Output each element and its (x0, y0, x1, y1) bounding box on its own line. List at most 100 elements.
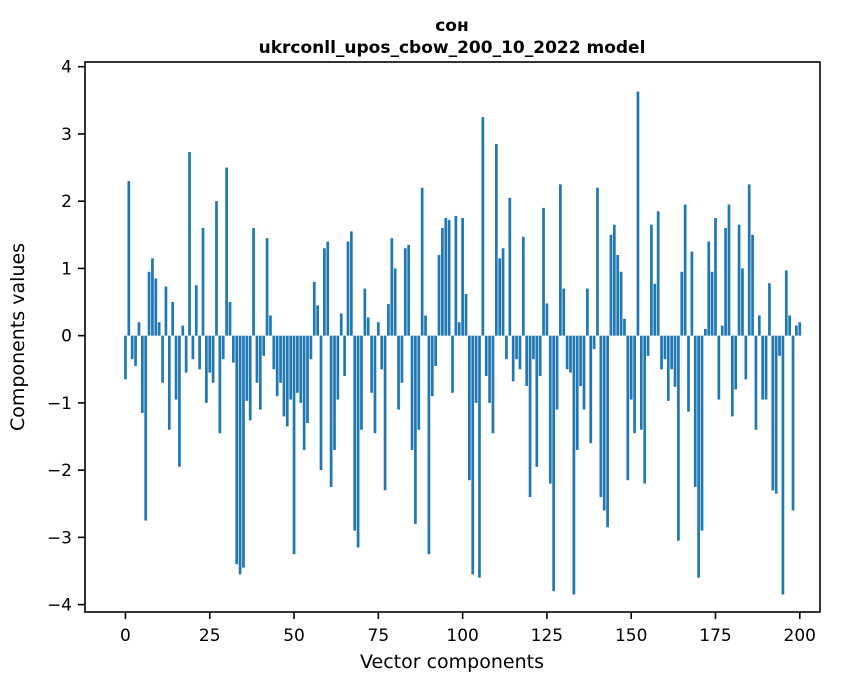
bar (434, 335, 437, 366)
bars-group (124, 91, 802, 595)
bar (376, 322, 380, 336)
bar (191, 335, 195, 360)
bar (174, 335, 178, 400)
bar (181, 325, 185, 336)
bar (397, 335, 400, 410)
bar (751, 234, 754, 336)
y-tick-label: −4 (47, 596, 72, 616)
bar (258, 335, 262, 410)
bar (741, 268, 744, 336)
bar (464, 293, 468, 336)
bar (140, 335, 144, 413)
bar (626, 335, 630, 481)
bar (518, 335, 522, 370)
bar (606, 335, 609, 528)
bar (167, 335, 171, 430)
bar (245, 335, 249, 401)
bar (798, 322, 802, 336)
bar (262, 335, 266, 356)
bar (144, 335, 148, 521)
bar (302, 335, 306, 450)
bar (221, 335, 225, 360)
bar (255, 335, 259, 383)
bar (403, 248, 407, 336)
y-tick-label: −2 (47, 461, 72, 481)
bar (589, 335, 593, 444)
bar (795, 325, 798, 336)
x-tick-label: 150 (615, 626, 647, 646)
bar (562, 288, 566, 336)
bar (424, 315, 427, 336)
bar (299, 335, 303, 403)
bar (387, 304, 390, 336)
bar (565, 335, 569, 370)
bar (441, 228, 444, 336)
bar (390, 238, 394, 336)
bar (575, 335, 579, 450)
bar (693, 335, 697, 487)
y-tick-label: 0 (61, 327, 72, 347)
bar (650, 224, 653, 336)
bar (451, 335, 454, 393)
bar (346, 241, 350, 336)
bar (552, 335, 555, 592)
bar (555, 335, 559, 410)
bar (124, 335, 127, 380)
bar (363, 288, 367, 336)
bar (198, 335, 201, 370)
bar (414, 335, 417, 524)
bar (232, 335, 235, 363)
bar (184, 335, 188, 373)
bar (535, 335, 539, 467)
bar (350, 231, 353, 336)
bar (171, 302, 175, 336)
bar (788, 315, 792, 336)
y-tick-label: −3 (47, 528, 72, 548)
bar (326, 241, 330, 336)
bar (407, 244, 411, 336)
x-tick-label: 75 (368, 626, 390, 646)
x-tick-label: 200 (784, 626, 816, 646)
bar (582, 335, 586, 410)
bar (201, 228, 205, 336)
bar (211, 335, 215, 383)
bar (282, 335, 286, 417)
bar (521, 236, 525, 336)
bar (619, 271, 623, 336)
bar (269, 315, 272, 336)
bar (242, 335, 245, 568)
bar (417, 335, 421, 430)
bar (754, 335, 758, 430)
bar (336, 335, 340, 400)
y-axis-label: Components values (7, 243, 29, 431)
x-tick-label: 175 (699, 626, 731, 646)
bar (366, 317, 370, 336)
x-tick-label: 50 (283, 626, 305, 646)
bar (704, 328, 707, 336)
bar (373, 335, 377, 434)
bar (161, 335, 164, 383)
bar (660, 335, 663, 370)
bar (238, 335, 242, 575)
bar (309, 335, 313, 360)
bar (494, 144, 498, 336)
bar (285, 335, 289, 427)
bar (157, 322, 161, 336)
bar (151, 258, 154, 336)
axes-group: 0 25 50 75 100 125 150 175 200 −4 −3 −2 −1 0 1 2 3 4 (47, 58, 821, 646)
bar (643, 335, 647, 484)
bar (279, 335, 282, 383)
bar (771, 335, 775, 491)
bar (134, 335, 137, 366)
bar (481, 117, 485, 336)
bar (215, 201, 218, 336)
bar (474, 335, 478, 403)
bar (768, 283, 771, 336)
bar (343, 335, 346, 376)
x-tick-label: 125 (531, 626, 563, 646)
bar (663, 335, 667, 360)
bar (471, 335, 475, 575)
bar (208, 335, 212, 373)
bar (511, 335, 515, 382)
